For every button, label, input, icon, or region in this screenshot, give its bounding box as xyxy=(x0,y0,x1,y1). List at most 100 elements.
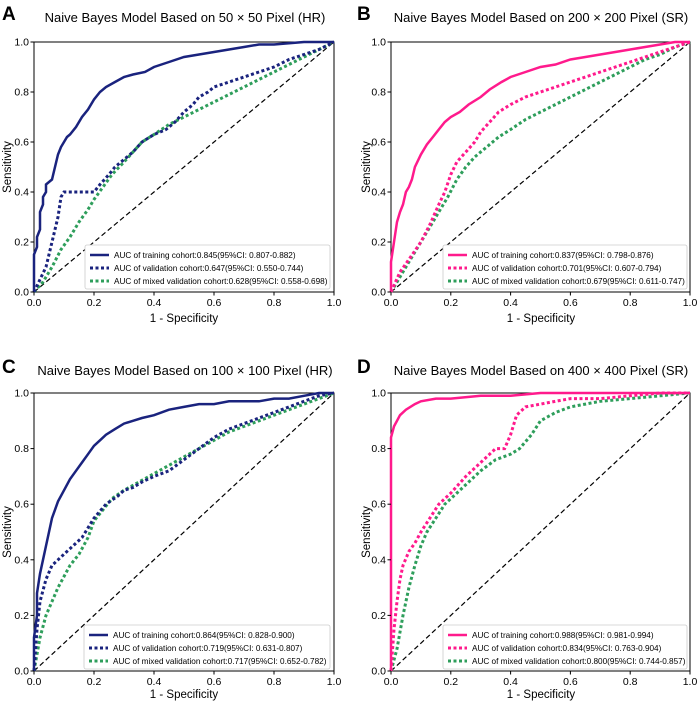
panel-a-axes xyxy=(33,41,335,293)
panel-c-legend: AUC of training cohort:0.864(95%CI: 0.82… xyxy=(83,624,331,670)
panel-d-ytick-label: 0.4 xyxy=(371,554,386,566)
panel-b-legend-label-0: AUC of training cohort:0.837(95%CI: 0.79… xyxy=(472,251,654,260)
panel-d-legend-box xyxy=(442,624,688,670)
panel-d-lines xyxy=(389,391,691,672)
panel-a-ytick-label: 0.2 xyxy=(14,237,29,249)
panel-b-xtick-label: 0.8 xyxy=(623,297,638,309)
panel-c-legend-label-0: AUC of training cohort:0.864(95%CI: 0.82… xyxy=(113,631,295,640)
panel-a-xtick-label: 0.0 xyxy=(27,297,42,309)
panel-b-ytick-label: 1.0 xyxy=(371,37,386,49)
panel-c-xtick-label: 0.2 xyxy=(87,676,102,688)
panel-a-ylabel: Sensitivity xyxy=(2,141,14,193)
panel-a-legend-label-0: AUC of training cohort:0.845(95%CI: 0.80… xyxy=(114,251,296,260)
panel-a-xtick-label: 0.8 xyxy=(267,297,282,309)
panel-a-series-0-line xyxy=(32,40,334,292)
panel-d-legend-label-1: AUC of validation cohort:0.834(95%CI: 0.… xyxy=(472,644,662,653)
panel-a-ytick-label: 0.0 xyxy=(14,287,29,299)
panel-letter-a: A xyxy=(2,4,16,25)
panel-d-legend-label-0: AUC of training cohort:0.988(95%CI: 0.98… xyxy=(472,631,654,640)
panel-b-ylabel: Sensitivity xyxy=(361,141,373,193)
panel-c-xlabel: 1 - Specificity xyxy=(150,689,219,701)
panel-a-ytick-label: 0.4 xyxy=(14,187,29,199)
panel-c-ytick-label: 0.6 xyxy=(14,499,29,511)
panel-d-xtick-label: 0.2 xyxy=(443,676,458,688)
panel-d-series-1-line xyxy=(389,391,690,672)
panel-d-series-2-line xyxy=(389,391,691,672)
panel-b-legend: AUC of training cohort:0.837(95%CI: 0.79… xyxy=(442,244,688,290)
panel-c-legend-box xyxy=(83,624,331,670)
panel-a-xtick-label: 0.4 xyxy=(147,297,162,309)
panel-d-title: Naive Bayes Model Based on 400 × 400 Pix… xyxy=(394,363,688,378)
panel-d-ytick-label: 0.6 xyxy=(371,499,386,511)
panel-c-lines xyxy=(32,391,335,672)
panel-a-ytick-label: 0.8 xyxy=(14,87,29,99)
panel-b-lines xyxy=(389,40,691,293)
panel-d-xtick-label: 0.8 xyxy=(623,676,638,688)
panel-a-title: Naive Bayes Model Based on 50 × 50 Pixel… xyxy=(45,10,326,25)
panel-d-ytick-label: 0.2 xyxy=(371,610,386,622)
panel-c-xtick-label: 1.0 xyxy=(327,676,342,688)
panel-d-xtick-label: 0.4 xyxy=(503,676,518,688)
panel-b-series-0-line xyxy=(389,40,690,292)
panel-c-legend-label-2: AUC of mixed validation cohort:0.717(95%… xyxy=(113,657,327,666)
panel-b-legend-label-1: AUC of validation cohort:0.701(95%CI: 0.… xyxy=(472,264,662,273)
panel-b-ytick-label: 0.0 xyxy=(371,287,386,299)
panel-d-ticks: 0.0 0.2 0.4 0.6 0.8 1.0 0.0 0.2 0.4 0.6 0.8 1.0 xyxy=(371,388,697,689)
panel-b-xtick-label: 0.2 xyxy=(443,297,458,309)
panel-b-chance-line xyxy=(390,41,691,293)
panel-a-ytick-label: 1.0 xyxy=(14,37,29,49)
panel-d: D Naive Bayes Model Based on 400 × 400 P… xyxy=(357,357,697,701)
panel-b-legend-label-2: AUC of mixed validation cohort:0.679(95%… xyxy=(472,277,685,286)
panel-d-ytick-label: 1.0 xyxy=(371,388,386,400)
panel-b-ytick-label: 0.6 xyxy=(371,137,386,149)
panel-b: B Naive Bayes Model Based on 200 × 200 P… xyxy=(357,4,697,325)
panel-c-axes xyxy=(33,392,335,672)
panel-c-series-0-line xyxy=(32,391,334,671)
panel-a-xtick-label: 1.0 xyxy=(327,297,342,309)
panel-c-series-2-line xyxy=(32,391,335,672)
panel-b-ticks: 0.0 0.2 0.4 0.6 0.8 1.0 0.0 0.2 0.4 0.6 0.8 1.0 xyxy=(371,37,697,310)
panel-c-xtick-label: 0.4 xyxy=(147,676,162,688)
panel-letter-d: D xyxy=(357,357,371,378)
panel-d-series-0-line xyxy=(389,391,690,671)
panel-c-xtick-label: 0.6 xyxy=(207,676,222,688)
panel-a-ticks: 0.0 0.2 0.4 0.6 0.8 1.0 0.0 0.2 0.4 0.6 0.8 1.0 xyxy=(14,37,341,310)
panel-b-xlabel: 1 - Specificity xyxy=(507,313,576,325)
panel-c-ytick-label: 1.0 xyxy=(14,388,29,400)
panel-b-legend-box xyxy=(442,244,688,290)
panel-b-xtick-label: 0.4 xyxy=(503,297,518,309)
panel-a-legend-label-1: AUC of validation cohort:0.647(95%CI: 0.… xyxy=(114,264,304,273)
panel-b-title: Naive Bayes Model Based on 200 × 200 Pix… xyxy=(394,10,688,25)
panel-c-xtick-label: 0.8 xyxy=(267,676,282,688)
panel-letter-c: C xyxy=(2,357,16,378)
panel-a-legend-box xyxy=(84,244,331,290)
panel-a-legend-label-2: AUC of mixed validation cohort:0.628(95%… xyxy=(114,277,328,286)
panel-b-axes xyxy=(390,41,691,293)
panel-a-chance-line xyxy=(33,41,335,293)
panel-c-ytick-label: 0.8 xyxy=(14,443,29,455)
panel-b-xtick-label: 0.0 xyxy=(384,297,399,309)
panel-a-ytick-label: 0.6 xyxy=(14,137,29,149)
panel-a-lines xyxy=(32,40,335,294)
panel-a-xlabel: 1 - Specificity xyxy=(150,313,219,325)
panel-c-ticks: 0.0 0.2 0.4 0.6 0.8 1.0 0.0 0.2 0.4 0.6 0.8 1.0 xyxy=(14,388,341,689)
panel-b-series-1-line xyxy=(389,40,691,293)
panel-d-legend: AUC of training cohort:0.988(95%CI: 0.98… xyxy=(442,624,688,670)
panel-d-ylabel: Sensitivity xyxy=(361,506,373,558)
panel-b-xtick-label: 0.6 xyxy=(563,297,578,309)
panel-letter-b: B xyxy=(357,4,371,25)
panel-c-title: Naive Bayes Model Based on 100 × 100 Pix… xyxy=(37,363,332,378)
panel-c-xtick-label: 0.0 xyxy=(27,676,42,688)
panel-c-ytick-label: 0.4 xyxy=(14,554,29,566)
panel-b-ytick-label: 0.2 xyxy=(371,237,386,249)
panel-b-ytick-label: 0.4 xyxy=(371,187,386,199)
panel-d-ytick-label: 0.8 xyxy=(371,443,386,455)
panel-d-xtick-label: 0.0 xyxy=(384,676,399,688)
panel-c-chance-line xyxy=(33,392,335,672)
panel-d-xlabel: 1 - Specificity xyxy=(507,689,576,701)
panel-c-legend-label-1: AUC of validation cohort:0.719(95%CI: 0.… xyxy=(113,644,303,653)
panel-a-legend: AUC of training cohort:0.845(95%CI: 0.80… xyxy=(84,244,331,290)
panel-d-legend-label-2: AUC of mixed validation cohort:0.800(95%… xyxy=(472,657,686,666)
panel-d-ytick-label: 0.0 xyxy=(371,666,386,678)
